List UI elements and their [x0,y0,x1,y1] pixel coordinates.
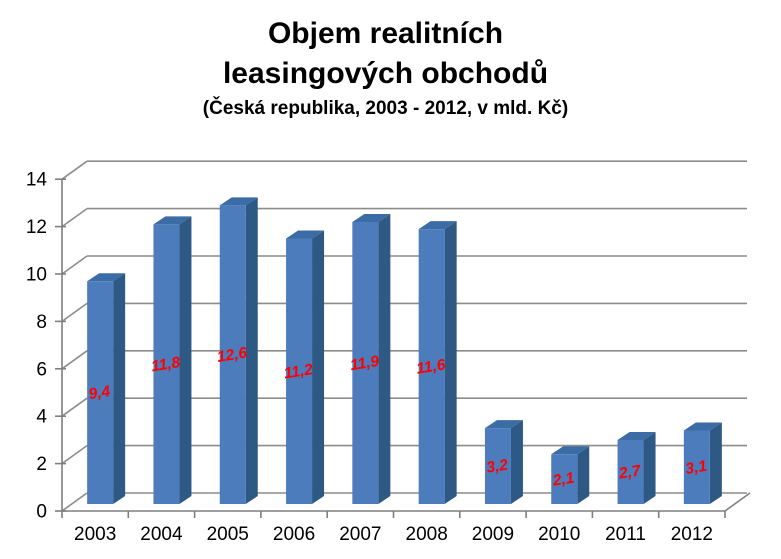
gridline-wall-diagonal [61,350,88,370]
bar-top-face [551,446,590,455]
bar-side-face [643,432,656,504]
bar-value-label: 12,6 [216,344,249,366]
x-category-label: 2007 [339,524,381,545]
y-tick-label: 14 [26,170,48,191]
bar-value-label: 3,2 [485,456,509,476]
bar-value-label: 3,1 [684,458,708,478]
bar [153,224,180,504]
chart-title-block: Objem realitních leasingových obchodů (Č… [0,14,771,120]
gridline-wall-diagonal [61,397,88,417]
gridline-wall-diagonal [61,207,88,228]
gridline-wall-diagonal [61,302,88,323]
bar-value-label: 9,4 [87,383,111,403]
bar [352,221,379,504]
x-category-label: 2004 [140,524,183,545]
y-tick-label: 0 [36,502,47,523]
x-category-label: 2005 [207,524,249,545]
gridline-wall-diagonal [61,444,88,465]
y-tick-label: 12 [26,217,47,238]
x-category-label: 2003 [74,524,116,545]
bar [617,440,644,504]
bar-top-face [153,216,192,225]
chart-title-line-2: leasingových obchodů [222,57,549,90]
bar-side-face [245,197,258,504]
bar-top-face [286,230,325,239]
bar-side-face [113,273,126,504]
bar-value-label: 11,8 [150,354,182,375]
bar [551,454,578,504]
bar [87,281,114,504]
gridline-wall-diagonal [61,255,88,275]
bar [418,229,445,504]
bar-top-face [219,197,258,206]
bar-top-face [617,432,656,441]
bar-top-face [418,221,457,230]
bar-value-label: 11,2 [283,361,315,382]
gridline-wall-diagonal [61,492,88,512]
bar [219,205,246,504]
bar-side-face [378,213,391,504]
bar-top-face [683,422,722,431]
bar-side-face [709,422,722,504]
bar-value-label: 11,6 [415,356,447,377]
y-tick-label: 8 [36,312,47,333]
bar-value-label: 2,7 [617,462,643,483]
bar [683,430,710,504]
bar-top-face [87,273,126,282]
y-tick-label: 6 [36,359,47,380]
gridline-wall-diagonal [61,160,88,180]
bar-top-face [352,213,391,222]
y-tick-label: 10 [26,265,47,286]
x-category-label: 2006 [273,524,315,545]
x-category-label: 2011 [605,524,646,545]
x-category-label: 2008 [406,524,448,545]
bar-side-face [179,216,192,504]
x-category-label: 2012 [671,524,713,545]
y-tick-label: 2 [36,454,47,475]
bar-side-face [577,446,590,504]
bar-value-label: 2,1 [551,470,576,490]
bar-side-face [510,420,523,504]
bar [484,428,511,504]
chart-title-line-1: Objem realitních [267,17,504,50]
x-category-label: 2009 [472,524,514,545]
bar [286,238,313,504]
bar-side-face [312,230,325,504]
floor-right-edge [724,492,751,512]
bar-side-face [444,221,457,504]
bar-value-label: 11,9 [349,353,381,374]
bar-top-face [484,420,523,429]
chart-subtitle: (Česká republika, 2003 - 2012, v mld. Kč… [202,98,569,119]
x-category-label: 2010 [538,524,580,545]
y-tick-label: 4 [36,407,47,428]
